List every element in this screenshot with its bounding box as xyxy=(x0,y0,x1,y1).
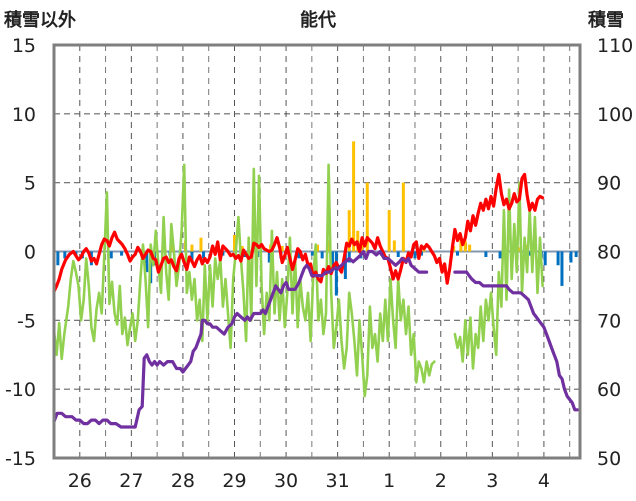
x-day-label: 29 xyxy=(222,470,246,492)
change-bar xyxy=(569,251,573,263)
change-bar xyxy=(484,251,488,258)
left-tick-label: 5 xyxy=(24,173,36,195)
change-bar xyxy=(343,251,347,280)
precip-bar xyxy=(347,210,351,252)
x-day-label: 1 xyxy=(383,470,395,492)
change-bar xyxy=(109,251,113,259)
left-tick-label: -10 xyxy=(5,379,36,401)
precip-bar xyxy=(327,240,331,252)
change-bar xyxy=(560,251,564,286)
change-bar xyxy=(330,251,334,266)
x-day-label: 30 xyxy=(274,470,298,492)
right-tick-label: 90 xyxy=(597,173,621,195)
precip-bar xyxy=(517,247,521,252)
precip-bar xyxy=(316,244,320,252)
precip-bar xyxy=(463,240,467,252)
change-bar xyxy=(498,251,502,259)
change-bar xyxy=(456,251,460,256)
right-tick-label: 100 xyxy=(597,104,633,126)
change-bar xyxy=(543,251,547,266)
frame-layer xyxy=(52,43,582,460)
x-day-label: 4 xyxy=(538,470,550,492)
left-tick-label: 15 xyxy=(12,35,36,57)
precip-bar xyxy=(468,244,472,252)
left-axis-title: 積雪以外 xyxy=(3,9,76,31)
change-bar xyxy=(396,251,400,258)
change-bar xyxy=(320,251,324,259)
right-tick-label: 50 xyxy=(597,448,621,470)
change-bar xyxy=(528,251,532,256)
precip-bar xyxy=(232,234,236,252)
x-day-label: 26 xyxy=(68,470,92,492)
x-day-label: 27 xyxy=(119,470,143,492)
precip-bar xyxy=(240,245,244,252)
x-day-label: 2 xyxy=(435,470,447,492)
left-tick-label: 10 xyxy=(12,104,36,126)
left-tick-label: -15 xyxy=(5,448,36,470)
wind-line xyxy=(52,163,544,398)
precip-bar xyxy=(280,245,284,252)
change-bar xyxy=(310,251,314,256)
precip-bar xyxy=(199,237,203,252)
precip-bar xyxy=(459,237,463,252)
right-tick-label: 70 xyxy=(597,310,621,332)
change-bar xyxy=(574,251,578,258)
x-day-label: 28 xyxy=(171,470,195,492)
change-bar xyxy=(334,251,338,296)
precip-bar xyxy=(392,240,396,252)
x-day-label: 3 xyxy=(486,470,498,492)
right-tick-label: 80 xyxy=(597,242,621,264)
right-axis-title: 積雪 xyxy=(587,9,624,31)
precip-bar xyxy=(365,182,369,252)
left-tick-label: -5 xyxy=(17,310,36,332)
precip-bar xyxy=(401,182,405,252)
precip-bar xyxy=(387,210,391,252)
change-bar xyxy=(202,251,206,259)
change-bar xyxy=(413,251,417,259)
precip-bar xyxy=(190,244,194,252)
change-bar xyxy=(190,251,194,263)
change-bar xyxy=(120,251,124,256)
plot-frame xyxy=(52,43,582,460)
left-tick-label: 0 xyxy=(24,242,36,264)
change-bar xyxy=(63,251,67,259)
precip-bar xyxy=(352,141,356,252)
change-bar xyxy=(145,251,149,273)
x-day-label: 31 xyxy=(326,470,350,492)
right-tick-label: 110 xyxy=(597,35,633,57)
change-bar xyxy=(267,251,271,263)
line-layer xyxy=(52,163,579,429)
chart-title: 能代 xyxy=(300,9,336,31)
right-tick-label: 60 xyxy=(597,379,621,401)
change-bar xyxy=(556,251,560,266)
snow-depth-line xyxy=(52,249,579,429)
change-bar xyxy=(56,251,60,266)
change-bar xyxy=(297,251,301,259)
temperature-line xyxy=(52,172,545,293)
